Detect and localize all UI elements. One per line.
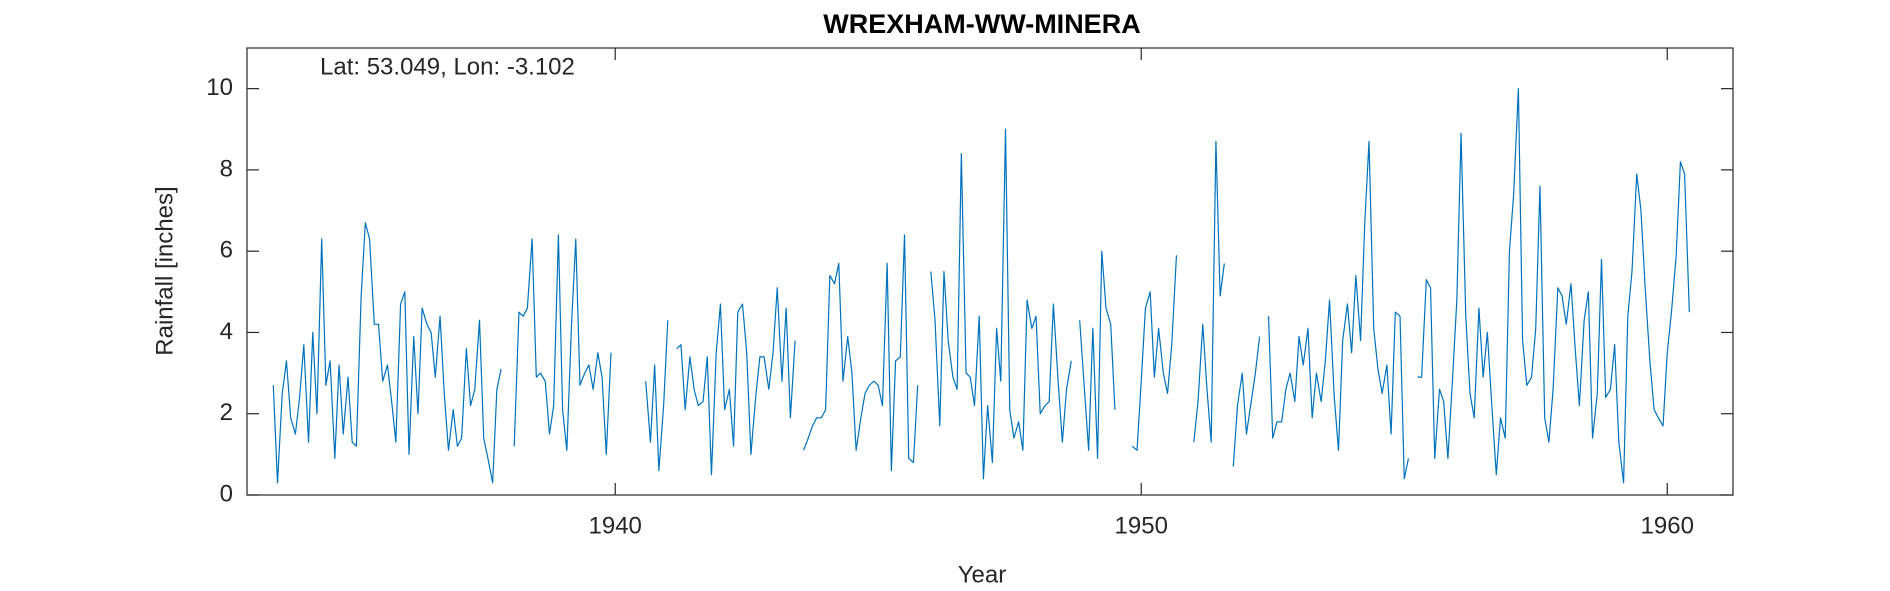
y-tick-label: 2 — [220, 399, 233, 426]
x-tick-label: 1940 — [589, 512, 642, 539]
y-tick-label: 8 — [220, 155, 233, 182]
annotation: Lat: 53.049, Lon: -3.102 — [320, 53, 575, 80]
chart-title: WREXHAM-WW-MINERA — [823, 9, 1140, 39]
y-tick-label: 10 — [206, 74, 233, 101]
y-axis-label: Rainfall [inches] — [151, 186, 178, 355]
y-tick-label: 6 — [220, 237, 233, 264]
y-tick-label: 4 — [220, 318, 233, 345]
y-tick-label: 0 — [220, 480, 233, 507]
x-axis-label: Year — [958, 561, 1007, 588]
rainfall-line — [272, 88, 1690, 484]
x-tick-label: 1950 — [1115, 512, 1168, 539]
plot-frame — [246, 47, 1734, 496]
x-tick-label: 1960 — [1641, 512, 1694, 539]
